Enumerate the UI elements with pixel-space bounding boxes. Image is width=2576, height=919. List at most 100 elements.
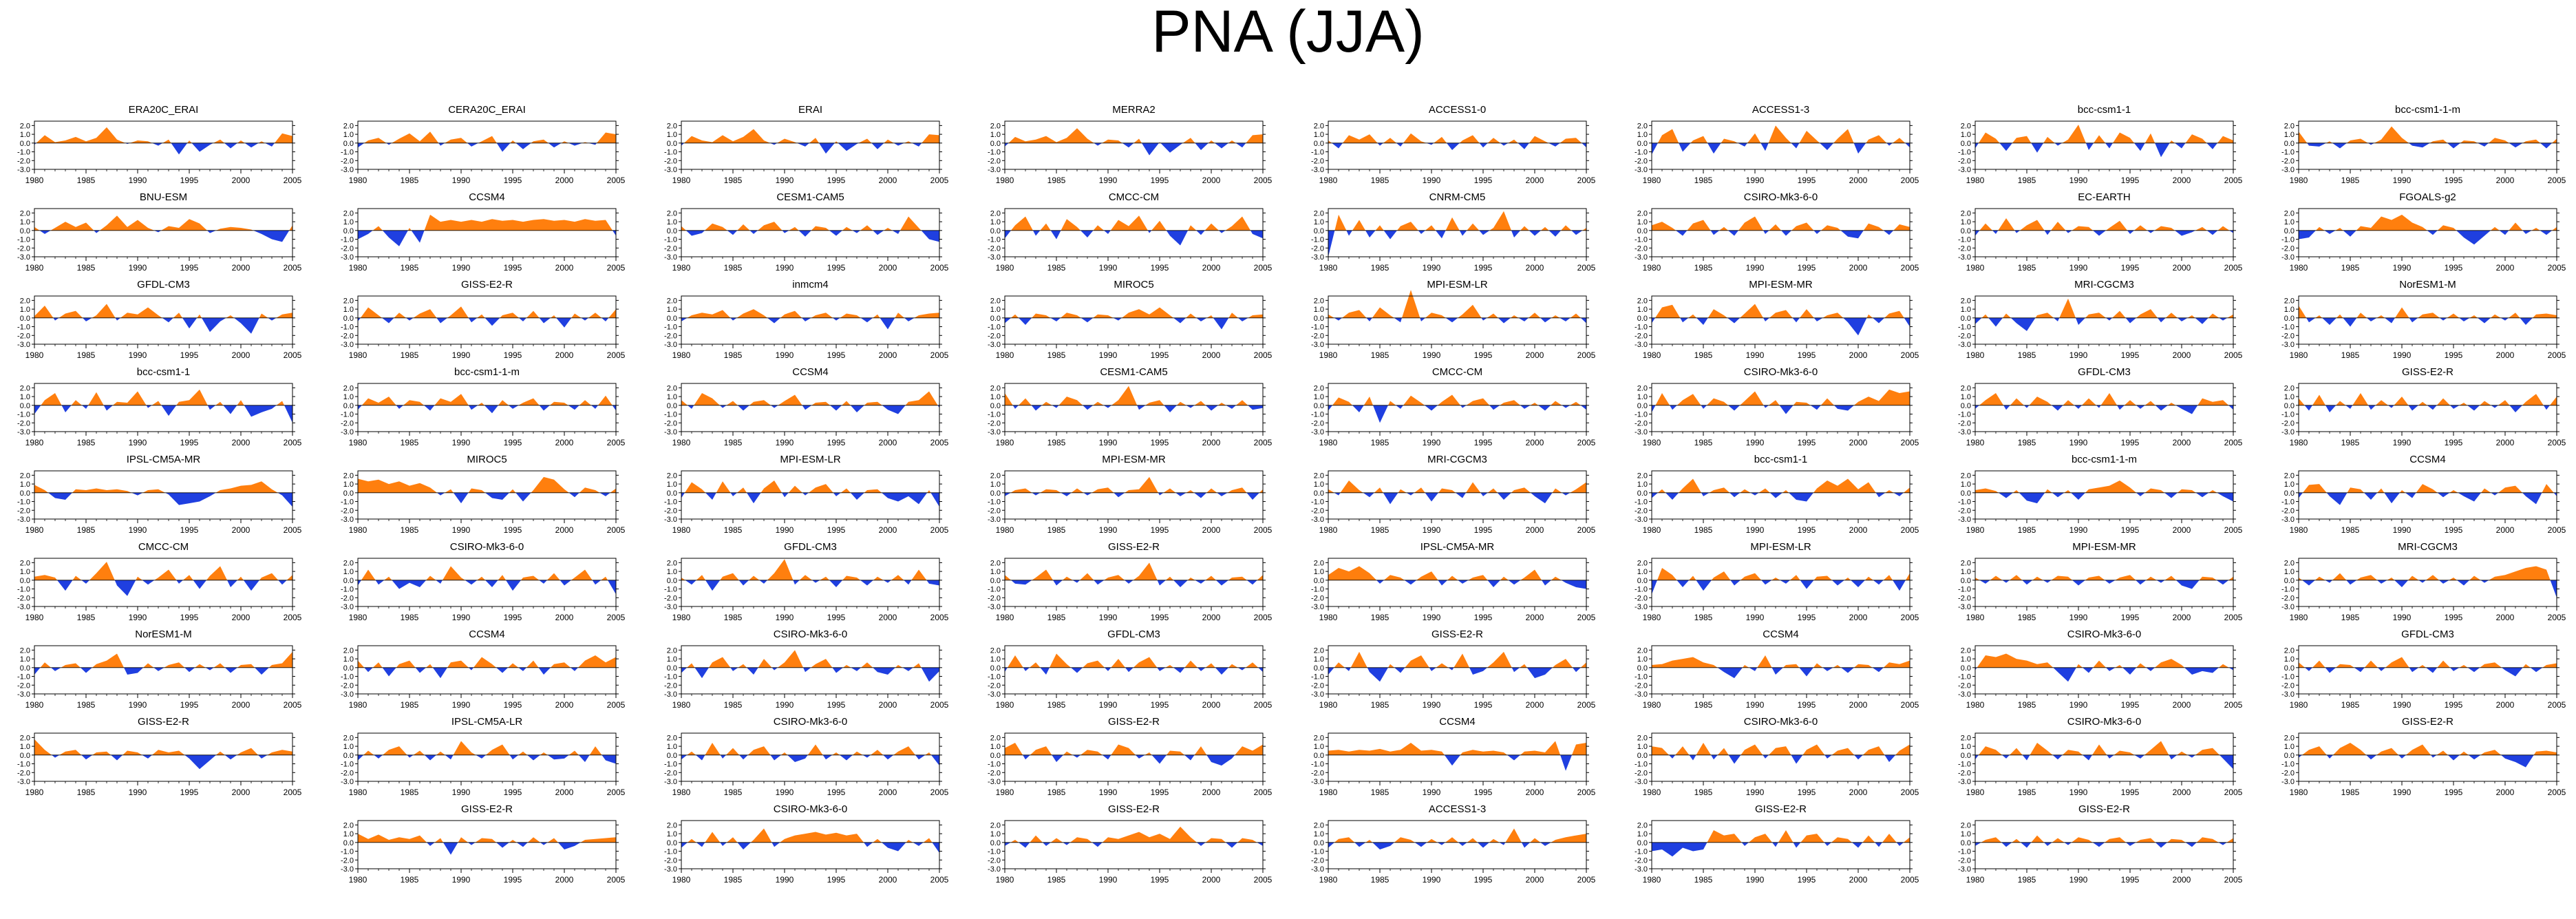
y-tick-label: -1.0 xyxy=(1958,411,1971,419)
y-tick-label: 1.0 xyxy=(990,393,1001,401)
x-tick-label: 1985 xyxy=(2341,613,2360,622)
x-tick-label: 1985 xyxy=(2018,176,2036,185)
x-tick-label: 2005 xyxy=(2224,176,2243,185)
x-tick-label: 1985 xyxy=(77,700,96,710)
panel-1: CERA20C_ERAI 2.01.00.0-1.0-2.0-3.0 1980 198… xyxy=(341,104,626,185)
y-tick-label: 2.0 xyxy=(1637,384,1648,392)
positive-area xyxy=(1979,125,2233,143)
plot-frame xyxy=(2298,470,2557,520)
y-tick-label: -3.0 xyxy=(17,341,30,349)
y-tick-label: -3.0 xyxy=(664,690,677,699)
y-tick-label: 1.0 xyxy=(1637,568,1648,576)
negative-area xyxy=(1334,492,1571,505)
x-tick-label: 1990 xyxy=(2393,525,2412,535)
x-tick-label: 2000 xyxy=(555,613,574,622)
panel-title: GFDL-CM3 xyxy=(2078,366,2131,378)
x-tick-label: 1995 xyxy=(504,350,522,360)
y-tick-label: 1.0 xyxy=(667,568,677,576)
x-tick-label: 1995 xyxy=(2121,263,2140,273)
x-tick-label: 2000 xyxy=(1526,176,1544,185)
x-tick-label: 1985 xyxy=(2341,700,2360,710)
y-tick-label: -1.0 xyxy=(1958,761,1971,769)
y-tick-label: 0.0 xyxy=(2284,227,2295,235)
x-tick-label: 1990 xyxy=(129,438,147,447)
panel-title: IPSL-CM5A-LR xyxy=(451,716,523,728)
x-tick-label: 1980 xyxy=(1319,263,1338,273)
y-tick-label: -3.0 xyxy=(988,428,1001,436)
x-tick-label: 1990 xyxy=(776,875,794,885)
x-tick-label: 1985 xyxy=(724,438,743,447)
negative-area xyxy=(1975,667,2233,682)
positive-area xyxy=(1328,566,1562,580)
x-tick-label: 1985 xyxy=(2341,176,2360,185)
plot-frame xyxy=(34,645,293,695)
y-tick-label: 0.0 xyxy=(20,752,30,760)
y-tick-label: -1.0 xyxy=(341,149,354,157)
x-tick-label: 1995 xyxy=(504,263,522,273)
x-tick-label: 2000 xyxy=(232,350,251,360)
negative-area xyxy=(1005,317,1248,330)
x-tick-label: 1995 xyxy=(504,700,522,710)
x-tick-label: 1980 xyxy=(25,176,44,185)
panel-title: bcc-csm1-1 xyxy=(2078,104,2131,116)
y-tick-label: 1.0 xyxy=(2284,480,2295,489)
x-tick-label: 1980 xyxy=(2290,176,2308,185)
panel-40: CMCC-CM 2.01.00.0-1.0-2.0-3.0 1980 1985 1990… xyxy=(17,541,302,622)
x-tick-label: 2005 xyxy=(1901,350,1919,360)
negative-area xyxy=(1652,317,1910,336)
y-tick-label: -3.0 xyxy=(988,865,1001,874)
x-tick-label: 1990 xyxy=(452,438,471,447)
y-tick-label: 1.0 xyxy=(1637,655,1648,664)
x-tick-label: 2000 xyxy=(1849,350,1868,360)
y-tick-label: 1.0 xyxy=(1637,306,1648,314)
x-tick-label: 1980 xyxy=(1643,350,1661,360)
x-tick-label: 1990 xyxy=(1423,438,1441,447)
y-tick-label: -2.0 xyxy=(2281,769,2295,777)
x-tick-label: 2000 xyxy=(1526,875,1544,885)
x-tick-label: 1985 xyxy=(77,350,96,360)
x-tick-label: 1980 xyxy=(1319,438,1338,447)
x-tick-label: 1980 xyxy=(349,438,368,447)
y-tick-label: -2.0 xyxy=(1311,419,1324,427)
x-tick-label: 1995 xyxy=(2445,263,2463,273)
plot-frame xyxy=(2298,558,2557,607)
y-tick-label: 0.0 xyxy=(1961,315,1971,323)
x-tick-label: 1980 xyxy=(1966,525,1985,535)
y-tick-label: 2.0 xyxy=(20,734,30,742)
plot-frame xyxy=(681,120,940,170)
positive-area xyxy=(1652,655,1910,668)
y-tick-label: 0.0 xyxy=(2284,489,2295,498)
x-tick-label: 1990 xyxy=(129,350,147,360)
y-tick-label: -1.0 xyxy=(2281,586,2295,594)
y-tick-label: -2.0 xyxy=(1635,594,1648,602)
x-tick-label: 2000 xyxy=(879,875,897,885)
x-tick-label: 1985 xyxy=(2341,263,2360,273)
panel-41: CSIRO-Mk3-6-0 2.01.00.0-1.0-2.0-3.0 1980 19… xyxy=(341,541,626,622)
x-tick-label: 1980 xyxy=(1319,350,1338,360)
y-tick-label: 0.0 xyxy=(1961,402,1971,410)
y-tick-label: 2.0 xyxy=(990,384,1001,392)
x-tick-label: 1985 xyxy=(401,875,419,885)
y-tick-label: 0.0 xyxy=(343,402,354,410)
y-tick-label: 1.0 xyxy=(2284,393,2295,401)
y-tick-label: 0.0 xyxy=(667,402,677,410)
negative-area xyxy=(358,230,616,246)
y-tick-label: -3.0 xyxy=(1311,603,1324,611)
x-tick-label: 1995 xyxy=(2445,525,2463,535)
negative-area xyxy=(34,142,275,155)
plot-frame xyxy=(1328,295,1587,345)
panel-title: GISS-E2-R xyxy=(461,803,513,815)
panel-title: NorESM1-M xyxy=(2399,279,2456,291)
plot-frame xyxy=(1328,470,1587,520)
y-tick-label: 0.0 xyxy=(20,489,30,498)
x-tick-label: 1990 xyxy=(129,788,147,797)
y-tick-label: -3.0 xyxy=(1635,428,1648,436)
panel-title: ERA20C_ERAI xyxy=(129,104,199,116)
panel-title: CSIRO-Mk3-6-0 xyxy=(1744,191,1818,203)
y-tick-label: -2.0 xyxy=(1635,856,1648,865)
panel-title: MRI-CGCM3 xyxy=(1427,454,1487,465)
y-tick-label: -1.0 xyxy=(664,586,677,594)
x-tick-label: 1985 xyxy=(1047,438,1066,447)
negative-area xyxy=(1975,842,2227,848)
